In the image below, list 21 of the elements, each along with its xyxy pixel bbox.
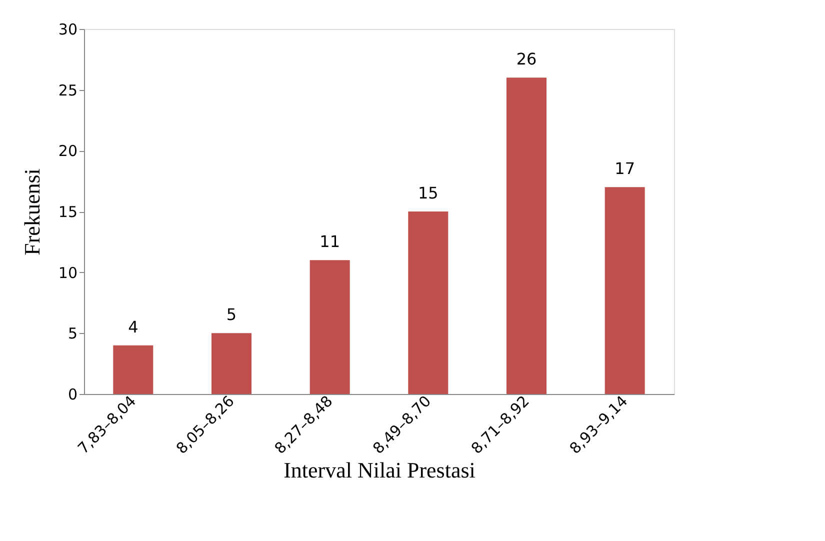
bar xyxy=(506,78,546,394)
x-axis-title: Interval Nilai Prestasi xyxy=(284,458,476,483)
bar xyxy=(310,260,350,394)
data-label: 11 xyxy=(320,232,340,252)
data-label: 15 xyxy=(418,184,438,202)
data-label: 17 xyxy=(614,159,636,178)
y-axis-title: Frekuensi xyxy=(19,168,44,256)
bar xyxy=(113,345,154,394)
y-tick-label: 20 xyxy=(58,142,78,160)
bar xyxy=(408,212,448,394)
bar xyxy=(212,333,252,394)
y-tick-label: 30 xyxy=(58,20,78,38)
y-tick-label: 10 xyxy=(58,264,78,282)
bar xyxy=(604,187,645,394)
y-tick-label: 15 xyxy=(58,203,78,221)
data-label: 4 xyxy=(128,317,138,336)
y-tick-label: 0 xyxy=(68,386,78,404)
data-label: 5 xyxy=(226,305,237,324)
data-label: 26 xyxy=(516,50,537,69)
y-tick-label: 25 xyxy=(58,81,78,100)
y-tick-label: 5 xyxy=(68,324,78,343)
